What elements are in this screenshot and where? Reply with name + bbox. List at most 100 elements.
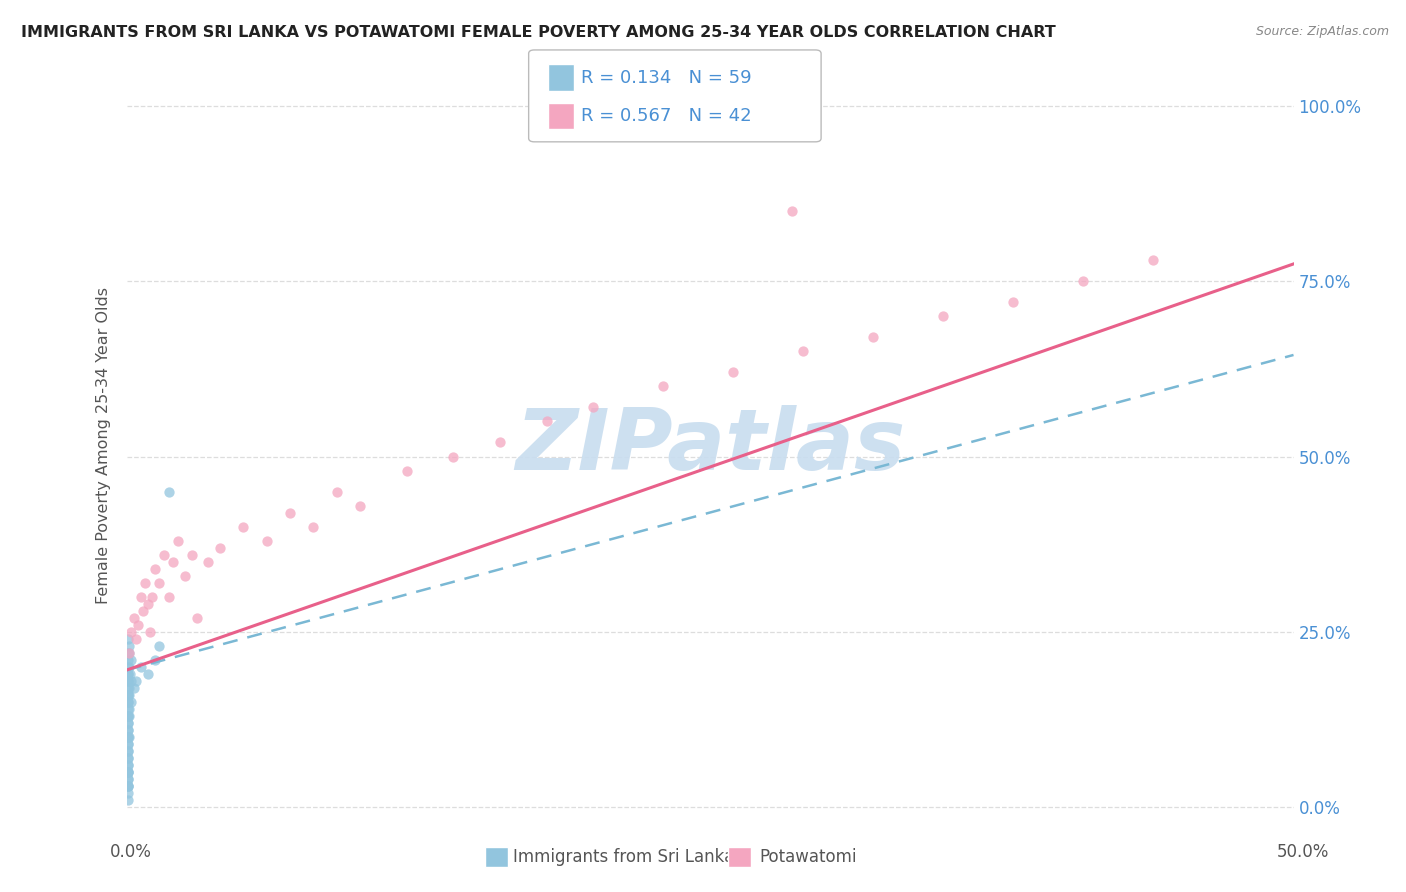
Text: 50.0%: 50.0% <box>1277 843 1329 861</box>
Point <box>536 415 558 429</box>
Point <box>302 519 325 533</box>
Point <box>117 715 139 730</box>
Point <box>723 366 745 380</box>
Point <box>117 673 139 688</box>
Point <box>117 723 139 737</box>
Point <box>1002 295 1025 310</box>
Point <box>186 610 208 624</box>
Point <box>117 681 139 695</box>
Point <box>117 673 139 688</box>
Point <box>395 463 418 477</box>
Point <box>117 757 139 772</box>
Point <box>148 575 170 590</box>
Point <box>780 204 803 219</box>
Point <box>136 666 159 681</box>
Point <box>278 506 301 520</box>
Text: Potawatomi: Potawatomi <box>759 848 856 866</box>
Point <box>117 764 139 779</box>
Point <box>118 639 141 653</box>
Point <box>118 646 141 660</box>
Point <box>118 708 141 723</box>
Point <box>117 688 139 702</box>
Point <box>1073 275 1095 289</box>
Point <box>117 737 139 751</box>
Point <box>132 603 155 617</box>
Point <box>136 597 159 611</box>
Point <box>232 519 254 533</box>
Point <box>157 590 180 604</box>
Point <box>117 792 139 806</box>
Point <box>441 450 464 464</box>
Point <box>117 688 139 702</box>
Point <box>862 330 884 344</box>
Point <box>162 555 184 569</box>
Point <box>118 681 141 695</box>
Point <box>118 701 141 715</box>
Point <box>117 646 139 660</box>
Text: ZIPatlas: ZIPatlas <box>515 404 905 488</box>
Point <box>125 632 148 646</box>
Point <box>792 344 814 359</box>
Point <box>117 750 139 764</box>
Point <box>120 652 142 666</box>
Point <box>117 652 139 666</box>
Point <box>117 632 139 646</box>
Point <box>117 666 139 681</box>
Point <box>117 743 139 757</box>
Point <box>157 484 180 499</box>
Point <box>117 764 139 779</box>
Text: R = 0.134   N = 59: R = 0.134 N = 59 <box>581 69 751 87</box>
Point <box>141 590 163 604</box>
Point <box>153 548 176 562</box>
Text: IMMIGRANTS FROM SRI LANKA VS POTAWATOMI FEMALE POVERTY AMONG 25-34 YEAR OLDS COR: IMMIGRANTS FROM SRI LANKA VS POTAWATOMI … <box>21 25 1056 40</box>
Point <box>208 541 231 555</box>
Point <box>325 484 347 499</box>
Point <box>117 743 139 757</box>
Point <box>129 590 152 604</box>
Point <box>117 779 139 793</box>
Text: R = 0.567   N = 42: R = 0.567 N = 42 <box>581 107 751 125</box>
Point <box>125 673 148 688</box>
Point <box>117 723 139 737</box>
Point <box>167 533 190 548</box>
Point <box>117 779 139 793</box>
Point <box>1142 253 1164 268</box>
Point <box>117 786 139 800</box>
Point <box>197 555 219 569</box>
Point <box>117 666 139 681</box>
Point <box>117 695 139 709</box>
Point <box>117 715 139 730</box>
Text: Immigrants from Sri Lanka: Immigrants from Sri Lanka <box>513 848 734 866</box>
Point <box>122 681 145 695</box>
Point <box>118 666 141 681</box>
Point <box>117 737 139 751</box>
Point <box>127 617 149 632</box>
Point <box>117 764 139 779</box>
Point <box>117 695 139 709</box>
Point <box>117 757 139 772</box>
Point <box>349 499 371 513</box>
Text: Source: ZipAtlas.com: Source: ZipAtlas.com <box>1256 25 1389 38</box>
Point <box>120 624 142 639</box>
Point <box>117 772 139 786</box>
Point <box>117 701 139 715</box>
Point <box>652 379 675 393</box>
Point <box>180 548 202 562</box>
Point <box>118 730 141 744</box>
Point <box>582 401 605 415</box>
Text: 0.0%: 0.0% <box>110 843 152 861</box>
Point <box>932 310 955 324</box>
Point <box>117 750 139 764</box>
Point <box>117 708 139 723</box>
Y-axis label: Female Poverty Among 25-34 Year Olds: Female Poverty Among 25-34 Year Olds <box>96 287 111 605</box>
Point <box>174 568 197 582</box>
Point <box>148 639 170 653</box>
Point <box>118 646 141 660</box>
Point <box>117 708 139 723</box>
Point <box>256 533 278 548</box>
Point <box>143 561 166 575</box>
Point <box>129 659 152 673</box>
Point <box>117 659 139 673</box>
Point <box>120 673 142 688</box>
Point <box>139 624 162 639</box>
